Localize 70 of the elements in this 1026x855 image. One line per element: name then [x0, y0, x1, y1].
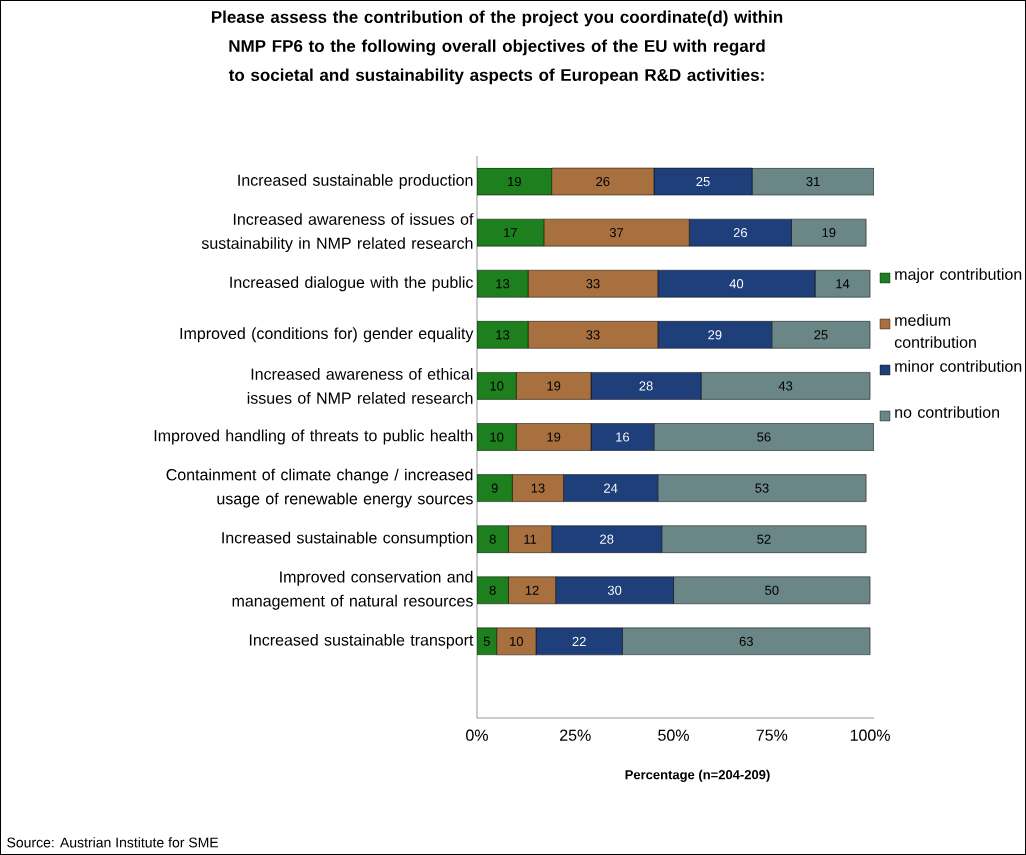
x-axis-title: Percentage (n=204-209) [625, 769, 770, 782]
chart-title: Please assess the contribution of the project you coordinate(d) within NMP FP6 to the following overall objectives of the EU with regard to societal and sustainability aspects of European R&D activities: [211, 10, 783, 85]
data-label: 13 [496, 279, 510, 289]
y-tick-label: Improved conservation and management of natural resources [232, 570, 473, 610]
data-label: 10 [510, 636, 524, 646]
data-label: 19 [547, 432, 561, 442]
y-tick-label: Improved handling of threats to public health [154, 429, 473, 445]
data-label: 8 [489, 585, 496, 595]
legend-label: major contribution [895, 268, 1022, 284]
y-tick-label: Increased sustainable transport [249, 633, 474, 649]
data-label: 26 [596, 176, 610, 187]
data-label: 40 [729, 279, 744, 289]
data-label: 19 [508, 176, 521, 187]
data-label: 10 [490, 381, 504, 391]
bar [700, 372, 871, 400]
bar [661, 525, 867, 553]
data-label: 13 [496, 330, 510, 340]
x-tick-label: 75% [756, 729, 788, 741]
data-label: 28 [639, 381, 653, 391]
data-label: 50 [765, 585, 779, 595]
data-label: 53 [755, 483, 769, 493]
data-label: 19 [822, 228, 836, 238]
data-label: 13 [531, 483, 545, 493]
data-label: 12 [525, 585, 539, 595]
y-tick-label: Improved (conditions for) gender equality [180, 327, 474, 343]
data-label: 63 [739, 636, 753, 646]
bar [657, 474, 867, 502]
bar [771, 321, 871, 349]
data-label: 33 [586, 279, 600, 289]
x-tick-label: 25% [560, 729, 591, 741]
legend-label: no contribution [895, 406, 999, 418]
data-label: 25 [696, 176, 710, 187]
data-label: 26 [733, 228, 748, 238]
data-label: 30 [607, 585, 622, 595]
data-label: 11 [524, 534, 537, 544]
y-tick-label: Containment of climate change / increased usage of renewable energy sources [166, 468, 473, 508]
y-tick-label: Increased sustainable production [238, 174, 473, 190]
y-tick-label: Increased dialogue with the public [230, 276, 473, 292]
data-label: 14 [836, 279, 850, 289]
data-label: 25 [814, 330, 828, 340]
data-label: 29 [708, 330, 722, 340]
x-tick-label: 50% [658, 729, 689, 741]
data-label: 28 [600, 534, 614, 544]
source-note: Source: Austrian Institute for SME [7, 837, 219, 848]
bar [622, 627, 871, 656]
data-label: 16 [616, 432, 630, 442]
data-label: 37 [609, 228, 624, 238]
y-tick-label: Increased awareness of issues of sustainability in NMP related research [201, 213, 474, 253]
data-label: 10 [490, 432, 504, 442]
x-tick-label: 100% [850, 729, 890, 741]
data-label: 52 [757, 534, 771, 544]
data-label: 22 [572, 636, 586, 646]
data-label: 9 [491, 483, 498, 493]
bar [653, 423, 874, 451]
x-tick-label: 0% [466, 729, 488, 741]
bar [814, 269, 871, 298]
data-label: 19 [547, 381, 561, 391]
y-tick-label: Increased sustainable consumption [222, 531, 473, 547]
bar [751, 167, 874, 196]
data-label: 24 [604, 483, 618, 493]
legend-label: minor contribution [895, 360, 1022, 372]
bar [673, 576, 871, 605]
y-tick-label: Increased awareness of ethical issues of NMP related research [247, 368, 473, 404]
data-label: 8 [489, 534, 496, 544]
data-label: 17 [504, 228, 517, 238]
data-label: 56 [757, 432, 771, 442]
data-label: 43 [778, 381, 793, 391]
data-label: 31 [806, 176, 820, 187]
data-label: 33 [586, 330, 600, 340]
data-label: 5 [483, 636, 490, 646]
